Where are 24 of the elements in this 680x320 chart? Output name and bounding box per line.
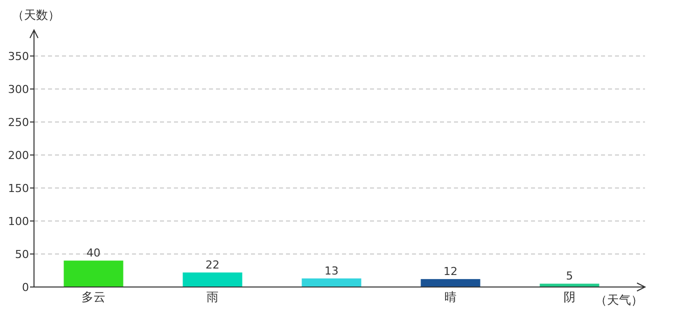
y-tick-label: 300 bbox=[8, 82, 29, 96]
y-tick-label: 250 bbox=[8, 116, 29, 129]
bar bbox=[302, 278, 362, 287]
data-label: 40 bbox=[86, 246, 100, 260]
bar bbox=[540, 284, 600, 287]
bar bbox=[182, 272, 242, 287]
bar bbox=[64, 260, 124, 287]
y-tick-label: 150 bbox=[8, 182, 29, 195]
x-tick-label: 多云 bbox=[82, 290, 106, 304]
data-label: 12 bbox=[444, 265, 458, 278]
y-tick-label: 200 bbox=[8, 148, 29, 162]
y-tick-label: 50 bbox=[15, 248, 29, 261]
y-tick-label: 100 bbox=[8, 214, 29, 228]
bar bbox=[420, 279, 480, 287]
data-label: 22 bbox=[206, 258, 220, 272]
x-tick-label: 晴 bbox=[444, 290, 456, 304]
data-label: 5 bbox=[566, 270, 573, 283]
data-label: 13 bbox=[324, 264, 338, 278]
x-axis-title: （天气） bbox=[595, 293, 643, 307]
y-tick-label: 350 bbox=[8, 50, 29, 63]
y-tick-label: 0 bbox=[22, 280, 29, 294]
x-tick-label: 雨 bbox=[206, 290, 218, 304]
x-tick-label: 阴 bbox=[564, 290, 576, 304]
y-axis-title: （天数） bbox=[12, 8, 60, 22]
